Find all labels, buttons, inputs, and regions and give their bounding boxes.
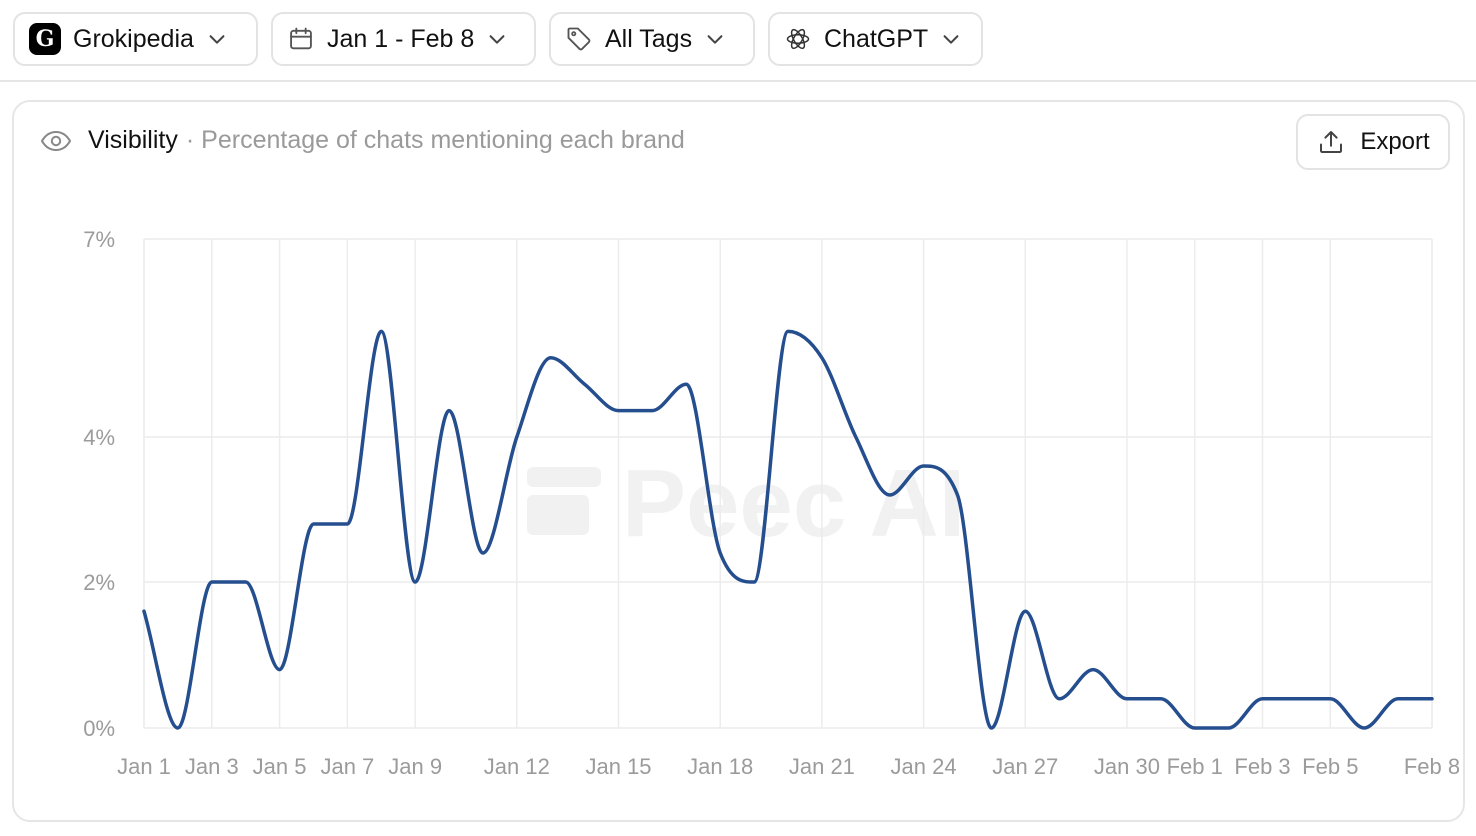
x-tick-label: Feb 5	[1302, 754, 1358, 779]
data-point[interactable]: Jan 22: 4%	[850, 431, 862, 443]
data-point[interactable]: Feb 6: 0%	[1358, 722, 1370, 734]
x-tick-label: Feb 8	[1404, 754, 1460, 779]
data-point[interactable]: Jan 13: 5.2%	[545, 352, 557, 364]
data-point[interactable]: Jan 3: 2%	[206, 576, 218, 588]
data-point[interactable]: Jan 19: 2%	[748, 576, 760, 588]
x-tick-label: Feb 1	[1167, 754, 1223, 779]
tags-selector[interactable]: All Tags	[549, 12, 755, 66]
date-range-selector[interactable]: Jan 1 - Feb 8	[271, 12, 536, 66]
data-point[interactable]: Jan 17: 4.8%	[680, 378, 692, 390]
data-point[interactable]: Jan 14: 4.8%	[579, 378, 591, 390]
data-point[interactable]: Jan 5: 0.8%	[274, 664, 286, 676]
x-tick-label: Jan 7	[320, 754, 374, 779]
series-line	[142, 329, 1434, 730]
watermark: Peec AI	[527, 450, 965, 557]
data-point[interactable]: Jan 24: 3.6%	[918, 460, 930, 472]
watermark-logo-mark	[527, 467, 601, 487]
x-tick-label: Jan 18	[687, 754, 753, 779]
x-tick-label: Jan 1	[117, 754, 171, 779]
data-point[interactable]: Jan 6: 2.8%	[307, 518, 319, 530]
x-tick-label: Jan 5	[253, 754, 307, 779]
data-point[interactable]: Jan 25: 3.2%	[951, 489, 963, 501]
x-tick-label: Jan 27	[992, 754, 1058, 779]
data-point[interactable]: Jan 20: 5.6%	[782, 325, 794, 337]
brand-selector-label: Grokipedia	[73, 24, 194, 53]
x-tick-label: Jan 21	[789, 754, 855, 779]
x-tick-label: Jan 12	[484, 754, 550, 779]
x-tick-label: Jan 15	[585, 754, 651, 779]
data-point[interactable]: Jan 27: 1.6%	[1019, 605, 1031, 617]
data-point[interactable]: Jan 29: 0.8%	[1087, 664, 1099, 676]
y-tick-label: 2%	[83, 570, 115, 595]
visibility-card: Peec AI 0% 2% 4% 7% Jan 1 Jan 3 Jan 5 Jan 7 Jan 9…	[12, 100, 1465, 822]
data-point[interactable]: Feb 1: 0%	[1189, 722, 1201, 734]
data-point[interactable]: Feb 3: 0.4%	[1257, 693, 1269, 705]
card-title: Visibility	[88, 126, 178, 154]
chevron-down-icon	[489, 35, 505, 44]
eye-icon	[40, 130, 72, 151]
data-point[interactable]: Jan 1: 1.6%	[138, 605, 150, 617]
title-separator: ·	[185, 126, 195, 154]
data-point[interactable]: Jan 26: 0%	[985, 722, 997, 734]
x-tick-label: Jan 30	[1094, 754, 1160, 779]
x-tick-label: Jan 3	[185, 754, 239, 779]
data-point[interactable]: Jan 2: 0%	[172, 722, 184, 734]
export-button[interactable]: Export	[1296, 114, 1450, 170]
data-point[interactable]: Jan 18: 2.4%	[714, 547, 726, 559]
y-tick-label: 0%	[83, 716, 115, 741]
x-tick-label: Feb 3	[1234, 754, 1290, 779]
data-point[interactable]: Jan 28: 0.4%	[1053, 693, 1065, 705]
x-tick-label: Jan 9	[388, 754, 442, 779]
data-point[interactable]: Jan 8: 5.6%	[375, 325, 387, 337]
model-selector[interactable]: ChatGPT	[768, 12, 983, 66]
chevron-down-icon	[209, 35, 225, 44]
chevron-down-icon	[707, 35, 723, 44]
y-tick-label: 7%	[83, 227, 115, 252]
x-tick-label: Jan 24	[891, 754, 957, 779]
data-point[interactable]: Jan 23: 3.2%	[884, 489, 896, 501]
data-point[interactable]: Feb 7: 0.4%	[1392, 693, 1404, 705]
model-selector-label: ChatGPT	[824, 24, 929, 53]
export-button-label: Export	[1360, 128, 1430, 155]
filter-bar: G Grokipedia Jan 1 - Feb 8 All Tags Chat…	[0, 0, 1476, 82]
upload-icon	[1320, 131, 1343, 153]
data-point[interactable]: Jan 11: 2.4%	[477, 547, 489, 559]
watermark-text: Peec AI	[622, 450, 965, 557]
data-point[interactable]: Jan 9: 2%	[409, 576, 421, 588]
grokipedia-logo-icon: G	[29, 23, 61, 55]
data-point[interactable]: Jan 12: 4%	[511, 431, 523, 443]
card-header: Visibility · Percentage of chats mention…	[40, 126, 685, 155]
data-point[interactable]: Jan 15: 4.4%	[613, 405, 625, 417]
data-point[interactable]: Jan 16: 4.4%	[646, 405, 658, 417]
date-range-label: Jan 1 - Feb 8	[327, 24, 475, 53]
data-point[interactable]: Jan 21: 5.2%	[816, 352, 828, 364]
chevron-down-icon	[943, 35, 959, 44]
visibility-line-chart: Peec AI 0% 2% 4% 7% Jan 1 Jan 3 Jan 5 Jan 7 Jan 9…	[83, 227, 1460, 779]
data-point[interactable]: Feb 4: 0.4%	[1290, 693, 1302, 705]
y-tick-label: 4%	[83, 425, 115, 450]
tag-icon	[567, 27, 591, 51]
data-point[interactable]: Jan 31: 0.4%	[1155, 693, 1167, 705]
data-point[interactable]: Feb 8: 0.4%	[1426, 693, 1438, 705]
tags-selector-label: All Tags	[605, 24, 693, 53]
data-point[interactable]: Feb 5: 0.4%	[1324, 693, 1336, 705]
data-point[interactable]: Jan 30: 0.4%	[1121, 693, 1133, 705]
data-point[interactable]: Jan 10: 4.4%	[443, 405, 455, 417]
card-subtitle: Percentage of chats mentioning each bran…	[201, 126, 685, 154]
data-point[interactable]: Feb 2: 0%	[1223, 722, 1235, 734]
calendar-icon	[290, 27, 312, 50]
brand-selector[interactable]: G Grokipedia	[13, 12, 258, 66]
data-point[interactable]: Jan 7: 2.8%	[341, 518, 353, 530]
watermark-logo-mark	[527, 495, 589, 535]
data-point[interactable]: Jan 4: 2%	[240, 576, 252, 588]
openai-icon	[786, 28, 810, 50]
